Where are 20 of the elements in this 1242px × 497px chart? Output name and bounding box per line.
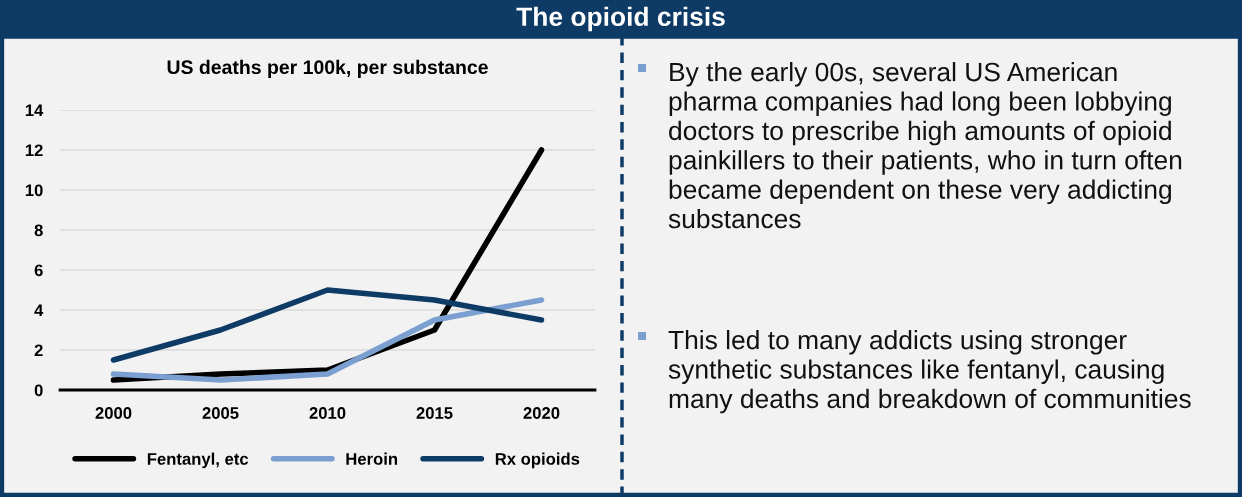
text: By the early 00s, several US American pharma companies had long been lobbying doctors to prescribe high amounts of opioid painkillers to their patients, who in turn often became dependent on these very addicting substances xyxy=(668,62,1182,229)
chart-subtitle: US deaths per 100k, per substance xyxy=(167,59,488,78)
legend-label: Fentanyl, etc xyxy=(147,452,249,469)
chart-title: The opioid crisis xyxy=(516,6,725,32)
y-tick-label: 6 xyxy=(34,264,43,277)
x-tick-label: 2005 xyxy=(202,407,239,419)
legend-label: Rx opioids xyxy=(495,452,580,469)
x-tick-label: 2015 xyxy=(416,407,453,419)
text: This led to many addicts using stronger synthetic substances like fentanyl, causing many deaths and breakdown of communities xyxy=(668,330,1191,414)
x-tick-label: 2020 xyxy=(523,407,560,419)
x-tick-label: 2000 xyxy=(95,407,132,419)
x-tick-label: 2010 xyxy=(309,407,346,419)
y-tick-label: 12 xyxy=(25,144,43,157)
y-tick-label: 4 xyxy=(34,304,44,317)
y-tick-label: 0 xyxy=(34,384,43,397)
y-tick-label: 10 xyxy=(25,184,43,197)
legend-label: Heroin xyxy=(346,452,398,465)
y-tick-label: 8 xyxy=(34,224,43,237)
y-tick-label: 14 xyxy=(25,104,44,117)
y-tick-label: 2 xyxy=(34,344,43,357)
